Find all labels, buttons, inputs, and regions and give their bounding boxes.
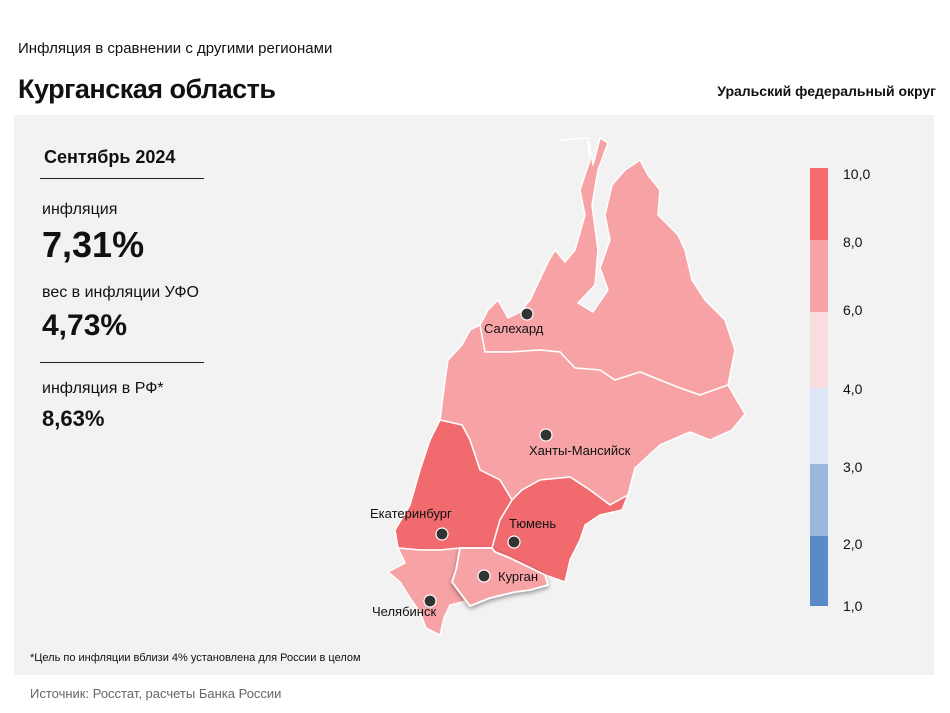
region-yamal: [479, 137, 736, 396]
legend-tick: 10,0: [843, 166, 871, 182]
city-marker-yekaterinburg: [435, 527, 449, 541]
legend-band: [810, 464, 828, 536]
inflation-label: инфляция: [42, 201, 118, 218]
rf-inflation-label: инфляция в РФ*: [42, 380, 164, 397]
city-label-yekaterinburg: Екатеринбург: [370, 506, 452, 521]
district-label: Уральский федеральный округ: [717, 83, 936, 99]
source-note: Источник: Росстат, расчеты Банка России: [30, 686, 282, 701]
city-markers: [423, 307, 553, 608]
city-marker-kurgan: [477, 569, 491, 583]
city-marker-chelyabinsk: [423, 594, 437, 608]
legend-band: [810, 168, 828, 240]
footnote: *Цель по инфляции вблизи 4% установлена …: [30, 652, 361, 664]
weight-label: вес в инфляции УФО: [42, 284, 199, 301]
month-label: Сентябрь 2024: [44, 147, 176, 167]
legend-tick: 1,0: [843, 598, 863, 614]
page-title: Курганская область: [18, 74, 276, 104]
weight-value: 4,73%: [42, 309, 128, 342]
legend-band: [810, 240, 828, 312]
city-label-salekhard: Салехард: [484, 321, 544, 336]
region-chelyabinsk: [387, 547, 471, 636]
legend-tick: 3,0: [843, 459, 863, 475]
subtitle: Инфляция в сравнении с другими регионами: [18, 40, 333, 57]
legend-band: [810, 536, 828, 606]
legend-band: [810, 388, 828, 464]
divider: [40, 362, 204, 363]
region-kurgan: [451, 547, 549, 607]
city-label-chelyabinsk: Челябинск: [372, 604, 436, 619]
legend-tick: 2,0: [843, 536, 863, 552]
divider: [40, 178, 204, 179]
city-label-khanty: Ханты-Мансийск: [529, 443, 631, 458]
city-marker-khanty: [539, 428, 553, 442]
city-label-kurgan: Курган: [498, 569, 538, 584]
inflation-value: 7,31%: [42, 224, 145, 265]
legend-tick: 6,0: [843, 302, 863, 318]
legend-tick: 4,0: [843, 381, 863, 397]
city-marker-tyumen: [507, 535, 521, 549]
legend-band: [810, 312, 828, 388]
legend-tick: 8,0: [843, 234, 863, 250]
city-label-tyumen: Тюмень: [509, 516, 556, 531]
legend-scale: [810, 168, 828, 606]
rf-inflation-value: 8,63%: [42, 406, 105, 431]
city-marker-salekhard: [520, 307, 534, 321]
